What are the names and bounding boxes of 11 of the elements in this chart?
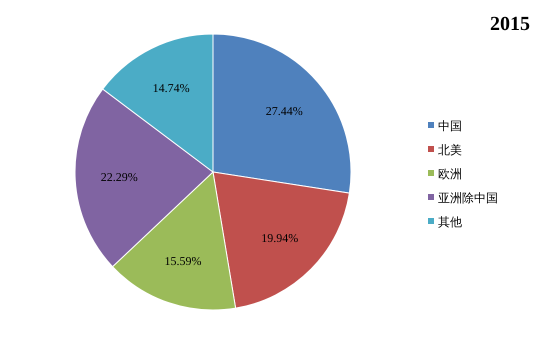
legend-label: 亚洲除中国 [438,191,498,205]
chart-title: 2015 [490,13,530,35]
legend-label: 欧洲 [438,167,462,181]
data-label: 22.29% [100,170,138,184]
data-label: 27.44% [266,104,303,118]
data-label: 19.94% [261,230,298,245]
legend-label: 其他 [438,215,462,229]
data-label: 14.74% [152,81,190,96]
legend-label: 中国 [438,119,462,133]
legend-label: 北美 [438,143,462,157]
data-label: 15.59% [164,254,202,268]
